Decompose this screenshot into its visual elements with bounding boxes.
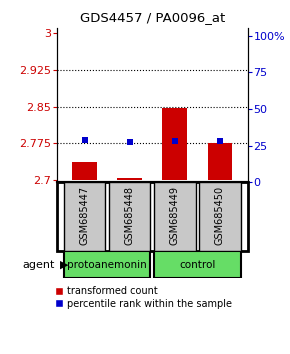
Bar xyxy=(162,108,187,180)
Bar xyxy=(109,182,151,251)
Legend: transformed count, percentile rank within the sample: transformed count, percentile rank withi… xyxy=(55,286,232,309)
Bar xyxy=(117,178,142,180)
Text: GSM685450: GSM685450 xyxy=(215,186,225,245)
Bar xyxy=(154,182,195,251)
Bar xyxy=(64,251,151,278)
Text: GSM685449: GSM685449 xyxy=(170,186,180,245)
Bar xyxy=(72,162,97,180)
Text: ▶: ▶ xyxy=(59,259,68,270)
Text: agent: agent xyxy=(23,259,55,270)
Bar xyxy=(208,143,232,180)
Text: control: control xyxy=(179,259,215,270)
Text: protoanemonin: protoanemonin xyxy=(67,259,147,270)
Text: GSM685448: GSM685448 xyxy=(125,186,135,245)
Bar xyxy=(199,182,241,251)
Bar xyxy=(64,182,105,251)
Title: GDS4457 / PA0096_at: GDS4457 / PA0096_at xyxy=(80,11,225,24)
Bar xyxy=(154,251,241,278)
Text: GSM685447: GSM685447 xyxy=(79,186,90,245)
